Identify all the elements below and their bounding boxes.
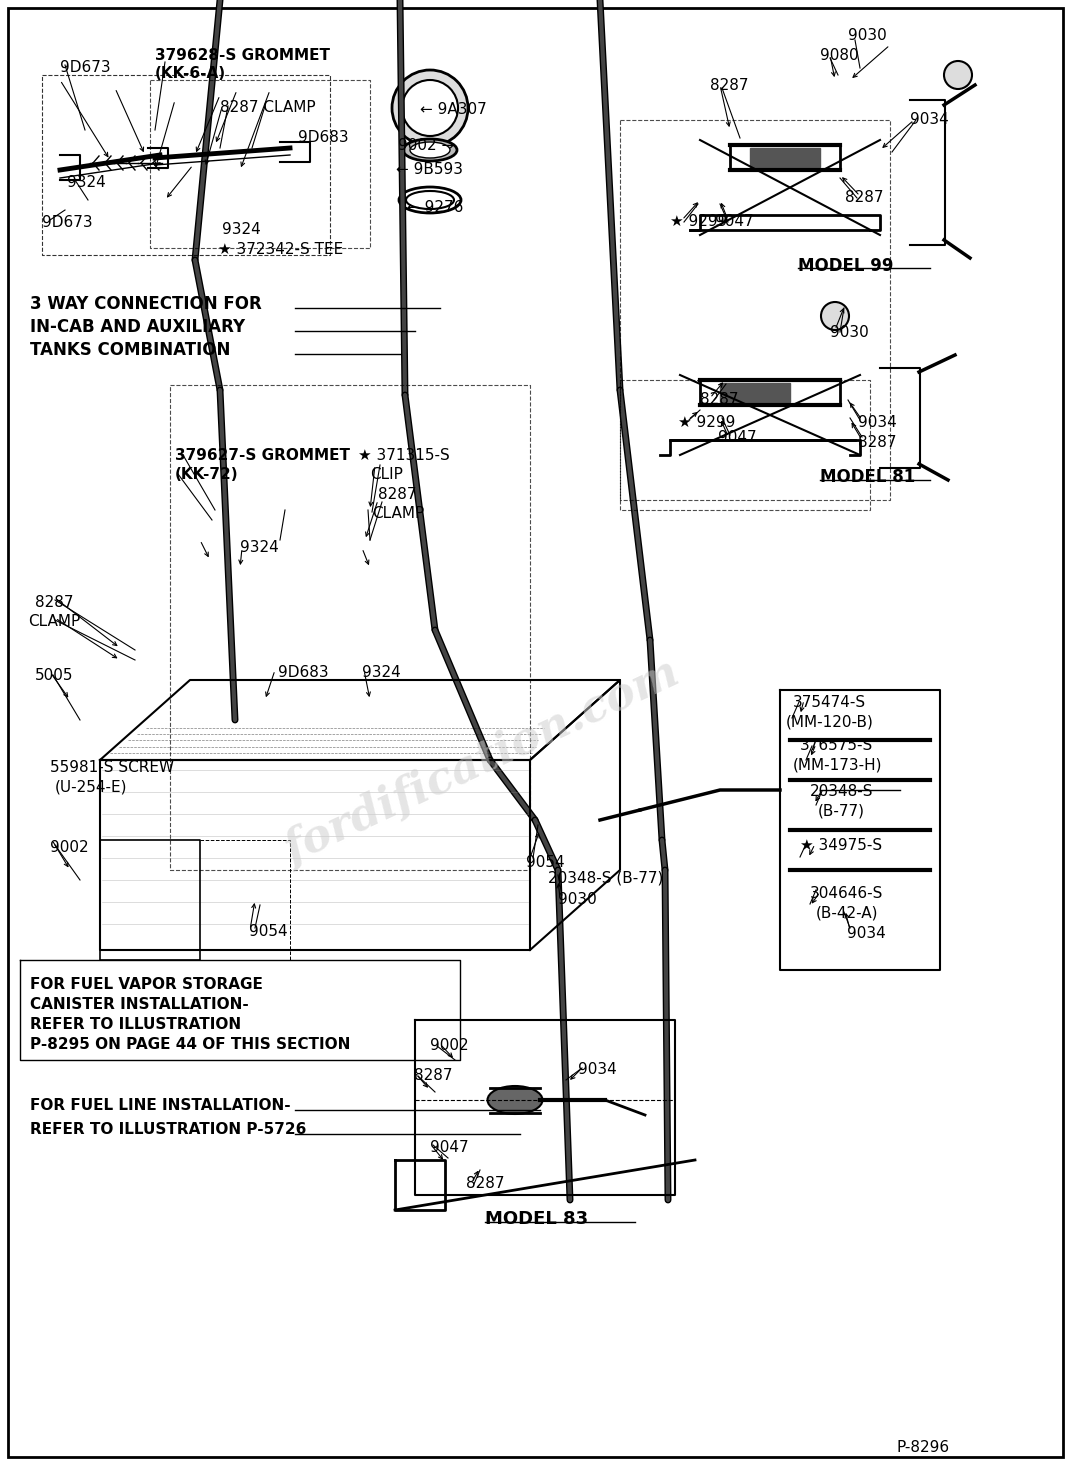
Text: FOR FUEL LINE INSTALLATION-: FOR FUEL LINE INSTALLATION- — [30, 1097, 290, 1113]
Text: MODEL 99: MODEL 99 — [798, 256, 893, 275]
Text: 9054: 9054 — [248, 924, 288, 939]
Text: TANKS COMBINATION: TANKS COMBINATION — [30, 341, 230, 359]
Text: 55981-S SCREW: 55981-S SCREW — [50, 760, 175, 775]
Text: 8287: 8287 — [378, 486, 417, 502]
Text: (MM-173-H): (MM-173-H) — [793, 757, 883, 772]
Text: ★ 9299: ★ 9299 — [678, 415, 736, 431]
Text: 9034: 9034 — [910, 111, 949, 127]
Ellipse shape — [403, 139, 457, 161]
Text: 304646-S: 304646-S — [810, 886, 884, 901]
Text: CLAMP: CLAMP — [28, 614, 80, 628]
Text: ★ 9299: ★ 9299 — [670, 214, 727, 229]
Text: 8287: 8287 — [414, 1068, 453, 1083]
Text: 5005: 5005 — [35, 668, 74, 683]
Text: 376575-S: 376575-S — [800, 738, 873, 753]
Text: 20348-S: 20348-S — [810, 784, 874, 798]
Text: (KK-72): (KK-72) — [175, 467, 239, 482]
Text: ★ 372342-S TEE: ★ 372342-S TEE — [218, 242, 343, 256]
Text: FOR FUEL VAPOR STORAGE: FOR FUEL VAPOR STORAGE — [30, 977, 262, 992]
Text: 8287: 8287 — [700, 393, 739, 407]
Text: 8287: 8287 — [845, 190, 884, 205]
Text: MODEL 81: MODEL 81 — [820, 467, 916, 486]
Bar — [750, 148, 820, 167]
Bar — [720, 382, 790, 401]
Text: (KK-6-A): (KK-6-A) — [155, 66, 226, 81]
Text: ← 9B593: ← 9B593 — [396, 163, 463, 177]
Text: 9D673: 9D673 — [42, 215, 92, 230]
Ellipse shape — [410, 142, 450, 158]
Text: ← 9276: ← 9276 — [407, 201, 464, 215]
Circle shape — [392, 70, 468, 146]
Text: 9034: 9034 — [858, 415, 896, 431]
Text: REFER TO ILLUSTRATION P-5726: REFER TO ILLUSTRATION P-5726 — [30, 1122, 306, 1137]
Text: REFER TO ILLUSTRATION: REFER TO ILLUSTRATION — [30, 1017, 241, 1031]
Text: 9030: 9030 — [848, 28, 887, 42]
Text: 9047: 9047 — [429, 1140, 469, 1154]
Text: fordification.com: fordification.com — [277, 652, 687, 872]
Text: MODEL 83: MODEL 83 — [485, 1210, 588, 1228]
Text: 9D673: 9D673 — [60, 60, 110, 75]
Text: CANISTER INSTALLATION-: CANISTER INSTALLATION- — [30, 998, 248, 1012]
Text: 9080: 9080 — [820, 48, 859, 63]
Text: 9034: 9034 — [578, 1062, 617, 1077]
Circle shape — [944, 62, 972, 89]
Ellipse shape — [487, 1086, 543, 1113]
Text: (U-254-E): (U-254-E) — [55, 779, 127, 794]
Circle shape — [821, 302, 849, 330]
Circle shape — [402, 81, 458, 136]
Text: 379628-S GROMMET: 379628-S GROMMET — [155, 48, 330, 63]
Text: 375474-S: 375474-S — [793, 694, 866, 711]
Text: 9D683: 9D683 — [278, 665, 329, 680]
Text: (B-42-A): (B-42-A) — [816, 905, 878, 920]
Text: 379627-S GROMMET: 379627-S GROMMET — [175, 448, 350, 463]
Text: P-8296: P-8296 — [896, 1440, 949, 1455]
Text: CLAMP: CLAMP — [372, 505, 424, 522]
Text: IN-CAB AND AUXILIARY: IN-CAB AND AUXILIARY — [30, 318, 245, 335]
Text: 8287: 8287 — [710, 78, 749, 92]
Text: 9324: 9324 — [222, 223, 260, 237]
Text: 8287 CLAMP: 8287 CLAMP — [220, 100, 316, 114]
Text: 9002: 9002 — [429, 1039, 469, 1053]
Text: (B-77): (B-77) — [818, 803, 865, 817]
Text: 8287: 8287 — [466, 1176, 504, 1191]
Text: 9324: 9324 — [67, 174, 106, 190]
Text: 9030: 9030 — [558, 892, 597, 907]
Text: 9034: 9034 — [847, 926, 886, 941]
Text: ★ 371315-S: ★ 371315-S — [358, 448, 450, 463]
Text: 9324: 9324 — [240, 541, 278, 555]
Text: ★ 34975-S: ★ 34975-S — [800, 838, 883, 853]
Text: 9002: 9002 — [50, 839, 89, 856]
Text: 9030: 9030 — [830, 325, 869, 340]
Text: ← 9A307: ← 9A307 — [420, 103, 486, 117]
Text: 8287: 8287 — [858, 435, 896, 450]
Text: 20348-S (B-77): 20348-S (B-77) — [548, 870, 663, 885]
Text: 9047: 9047 — [715, 214, 754, 229]
Text: 3 WAY CONNECTION FOR: 3 WAY CONNECTION FOR — [30, 294, 261, 314]
Text: 9324: 9324 — [362, 665, 401, 680]
Text: P-8295 ON PAGE 44 OF THIS SECTION: P-8295 ON PAGE 44 OF THIS SECTION — [30, 1037, 350, 1052]
Text: 9002 →: 9002 → — [398, 138, 454, 152]
Text: 9047: 9047 — [718, 431, 756, 445]
Text: 9D683: 9D683 — [298, 130, 349, 145]
Text: 8287: 8287 — [35, 595, 74, 609]
Text: (MM-120-B): (MM-120-B) — [786, 713, 874, 730]
Text: CLIP: CLIP — [369, 467, 403, 482]
Text: 9054: 9054 — [526, 856, 564, 870]
